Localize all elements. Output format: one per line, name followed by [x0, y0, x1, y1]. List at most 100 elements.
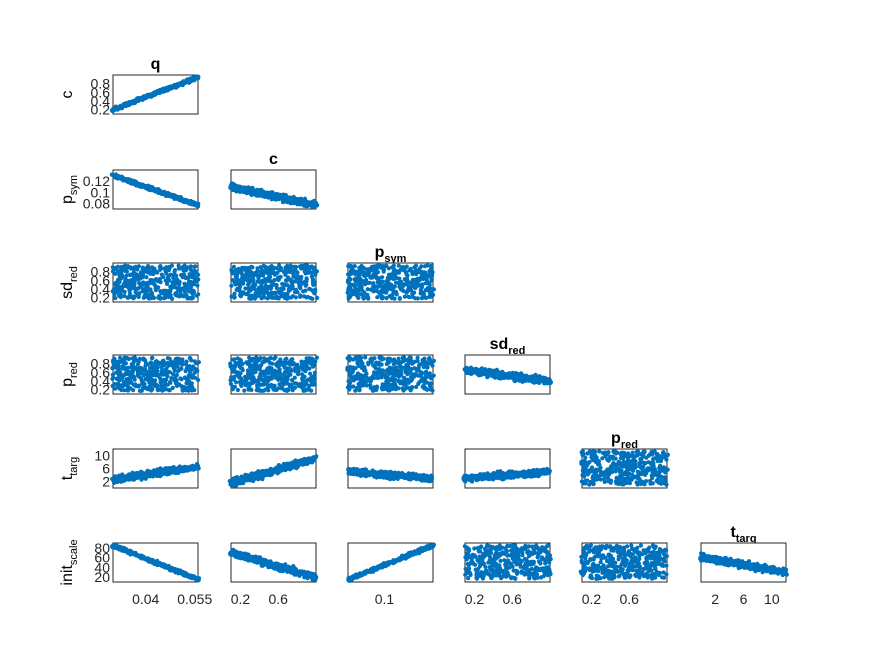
scatter-point	[184, 465, 189, 470]
scatter-point	[419, 269, 424, 275]
scatter-point	[286, 387, 291, 393]
scatter-point	[183, 275, 188, 280]
y-tick-t_targ-0: 2	[102, 474, 110, 490]
column-title-p_red: pred	[611, 430, 638, 451]
scatter-point	[288, 372, 293, 377]
scatter-point	[369, 264, 375, 269]
scatter-point	[139, 183, 144, 188]
scatter-point	[173, 83, 178, 88]
scatter-point	[413, 284, 418, 290]
panel-c-vs-q	[109, 74, 201, 115]
scatter-point	[410, 277, 415, 282]
scatter-point	[370, 275, 375, 280]
scatter-point	[114, 280, 119, 285]
x-tick-q-0: 0.04	[132, 591, 159, 607]
scatter-point	[367, 270, 372, 275]
scatter-point	[285, 200, 290, 205]
scatter-point	[423, 385, 428, 391]
scatter-point	[246, 386, 251, 391]
scatter-point	[232, 295, 237, 300]
scatter-point	[253, 291, 258, 296]
scatter-point	[404, 272, 409, 277]
scatter-point	[408, 388, 413, 393]
scatter-point	[170, 280, 175, 285]
scatter-point	[379, 375, 384, 380]
scatter-point	[263, 471, 268, 477]
scatter-point	[131, 382, 136, 387]
scatter-point	[509, 373, 515, 378]
scatter-point	[154, 277, 159, 282]
scatter-point	[146, 264, 151, 269]
scatter-point	[419, 283, 424, 288]
scatter-point	[193, 264, 198, 269]
scatter-point	[397, 284, 402, 289]
panel-p_red-vs-c	[228, 354, 319, 395]
scatter-point	[168, 292, 173, 298]
scatter-point	[423, 371, 428, 377]
scatter-point	[267, 360, 272, 365]
scatter-point	[401, 282, 406, 287]
scatter-point	[140, 386, 145, 391]
scatter-point	[305, 203, 310, 209]
scatter-point	[282, 196, 287, 201]
scatter-point	[253, 193, 259, 198]
scatter-point	[120, 384, 125, 389]
column-title-q: q	[151, 56, 161, 73]
scatter-point	[132, 294, 137, 299]
scatter-point	[149, 280, 155, 285]
scatter-point	[190, 291, 195, 296]
y-tick-init_scale-2: 60	[94, 550, 110, 566]
scatter-point	[252, 296, 257, 301]
panel-sd_red-vs-p_sym	[345, 262, 436, 303]
scatter-point	[260, 378, 265, 383]
scatter-point	[356, 287, 361, 292]
scatter-point	[190, 385, 195, 390]
scatter-point	[387, 365, 392, 370]
scatter-point	[293, 369, 298, 374]
scatter-point	[492, 373, 497, 378]
scatter-point	[500, 370, 505, 375]
scatter-point	[422, 264, 427, 269]
panel-t_targ-vs-c	[227, 448, 319, 489]
scatter-point	[311, 201, 316, 206]
scatter-point	[397, 276, 402, 281]
scatter-point	[160, 359, 165, 364]
scatter-point	[502, 375, 507, 380]
scatter-point	[190, 281, 195, 287]
scatter-point	[192, 467, 197, 472]
scatter-point	[281, 269, 286, 275]
x-tick-t_targ-2: 10	[764, 591, 780, 607]
scatter-point	[161, 88, 166, 93]
scatter-point	[405, 377, 411, 382]
scatter-point	[409, 374, 414, 379]
scatter-point	[166, 268, 171, 273]
scatter-point	[315, 295, 320, 300]
scatter-point	[151, 366, 157, 371]
scatter-point	[154, 91, 160, 96]
scatter-point	[183, 79, 188, 84]
scatter-point	[251, 371, 256, 376]
scatter-point	[161, 471, 166, 476]
x-tick-p_sym-0: 0.1	[375, 591, 395, 607]
scatter-point	[154, 362, 159, 367]
scatter-point	[145, 372, 150, 377]
scatter-point	[353, 375, 359, 380]
row-label-t_targ: ttarg	[59, 457, 80, 480]
scatter-point	[119, 276, 124, 281]
scatter-point	[399, 359, 404, 365]
scatter-point	[299, 197, 304, 202]
scatter-point	[120, 366, 125, 371]
scatter-point	[163, 370, 168, 375]
column-title-t_targ: ttarg	[730, 524, 756, 545]
scatter-point	[137, 383, 142, 388]
scatter-point	[142, 475, 147, 480]
scatter-point	[404, 358, 409, 363]
scatter-point	[392, 267, 397, 272]
scatter-point	[230, 368, 235, 373]
panel-sd_red-vs-q	[110, 262, 201, 303]
scatter-point	[372, 385, 377, 390]
scatter-point	[283, 265, 288, 270]
scatter-point	[172, 269, 177, 274]
scatter-point	[111, 106, 116, 111]
x-tick-t_targ-0: 2	[711, 591, 719, 607]
